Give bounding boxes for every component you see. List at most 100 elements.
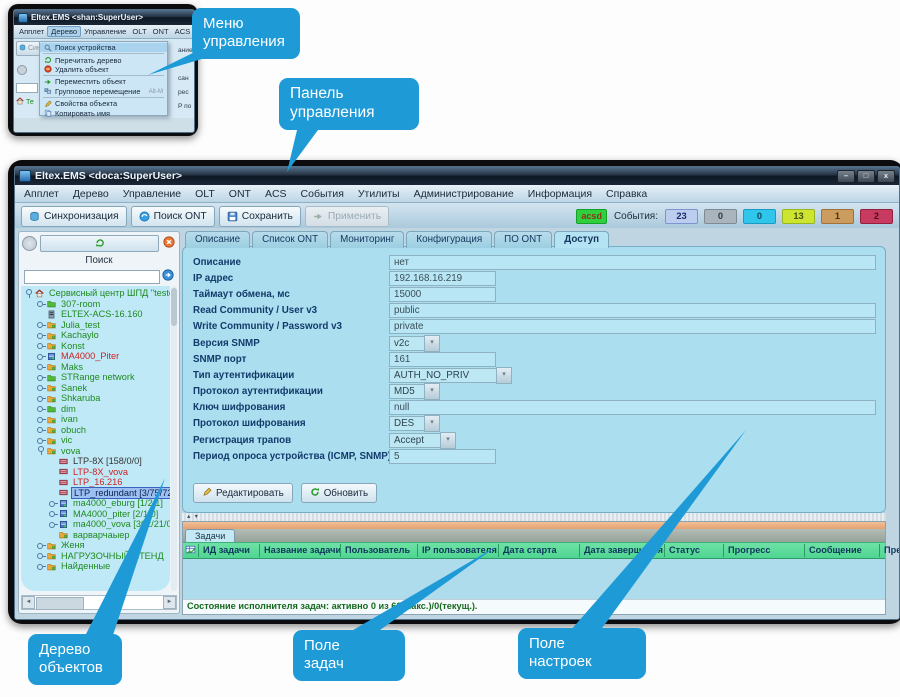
tree-item[interactable]: ELTEX-ACS-16.160: [21, 309, 170, 320]
main-menu-item[interactable]: OLT: [195, 187, 215, 200]
tree-item[interactable]: Женя: [21, 540, 170, 551]
settings-tab[interactable]: Описание: [185, 231, 251, 248]
mini-menu-item[interactable]: Апплет: [19, 27, 45, 36]
tree-expand-handle[interactable]: [36, 341, 46, 350]
tree-item[interactable]: ivan: [21, 414, 170, 425]
settings-tab[interactable]: ПО ONT: [494, 231, 553, 248]
dropdown-arrow-icon[interactable]: ▾: [424, 415, 440, 433]
scroll-left-icon[interactable]: ◄: [22, 596, 35, 609]
mini-menu-item[interactable]: ACS: [174, 27, 191, 36]
minimize-button[interactable]: –: [837, 169, 855, 183]
column-header[interactable]: Статус: [665, 544, 724, 557]
main-menu-item[interactable]: Справка: [606, 187, 648, 200]
tree-expand-handle[interactable]: [36, 446, 46, 456]
column-header[interactable]: Пользователь: [341, 544, 418, 557]
settings-tab[interactable]: Мониторинг: [330, 231, 405, 248]
ont-search-button[interactable]: Поиск ONT: [130, 205, 215, 227]
tree-expand-handle[interactable]: [36, 541, 46, 550]
tree-item[interactable]: ma4000_vova [362/21/0]: [21, 519, 170, 530]
event-count-badge[interactable]: 1: [821, 208, 854, 224]
search-input[interactable]: [24, 270, 160, 284]
main-menu-item[interactable]: Информация: [527, 187, 593, 200]
event-count-badge[interactable]: 13: [782, 208, 815, 224]
dropdown-arrow-icon[interactable]: ▾: [440, 431, 456, 449]
mini-menu-item[interactable]: ONT: [152, 27, 169, 36]
tree-item[interactable]: Shkaruba: [21, 393, 170, 404]
tree-expand-handle[interactable]: [36, 415, 46, 424]
tree-item[interactable]: dim: [21, 404, 170, 415]
menu-item-row[interactable]: Удалить объект: [40, 65, 167, 74]
tree-item[interactable]: obuch: [21, 425, 170, 436]
splitter-up-icon[interactable]: ▲: [186, 514, 192, 520]
refresh-button[interactable]: Обновить: [300, 483, 378, 503]
column-header[interactable]: ИД задачи: [199, 544, 260, 557]
mini-menu-item[interactable]: Управление: [84, 27, 127, 36]
column-header[interactable]: Сообщение: [805, 544, 880, 557]
text-field[interactable]: нет: [389, 254, 876, 270]
task-table-body[interactable]: [183, 559, 885, 599]
dropdown-arrow-icon[interactable]: ▾: [424, 334, 440, 352]
main-menu-item[interactable]: Управление: [122, 187, 182, 200]
tree-expand-handle[interactable]: [36, 562, 46, 571]
scroll-right-icon[interactable]: ►: [163, 596, 176, 609]
main-menu-item[interactable]: Утилиты: [357, 187, 400, 200]
mini-menu-item[interactable]: OLT: [132, 27, 147, 36]
tree-item[interactable]: Maks: [21, 362, 170, 373]
tree-item[interactable]: LTP-8X_vova: [21, 467, 170, 478]
tree-item[interactable]: LTP-8X [158/0/0]: [21, 456, 170, 467]
select-field[interactable]: v2c ▾: [389, 334, 440, 352]
tree-item[interactable]: Сервисный центр ШПД "tester2": [21, 288, 170, 299]
text-field[interactable]: 15000: [389, 286, 496, 302]
settings-tab[interactable]: Список ONT: [252, 231, 329, 248]
main-menu-item[interactable]: Апплет: [24, 187, 59, 200]
sync-button-fragment[interactable]: Синхронизация: [16, 41, 44, 56]
menu-item-row[interactable]: Копировать имя: [40, 108, 167, 118]
edit-button[interactable]: Редактировать: [193, 483, 293, 503]
select-field[interactable]: AUTH_NO_PRIV ▾: [389, 366, 512, 384]
column-header[interactable]: IP пользователя: [418, 544, 499, 557]
panel-splitter[interactable]: ▲ ▼: [182, 513, 886, 521]
tree-expand-handle[interactable]: [36, 352, 46, 361]
select-field[interactable]: Accept ▾: [389, 431, 456, 449]
tree-item[interactable]: ma4000_eburg [1/2/1]: [21, 498, 170, 509]
tree-item[interactable]: MA4000_Piter: [21, 351, 170, 362]
tree-item[interactable]: Konst: [21, 341, 170, 352]
tree-expand-handle[interactable]: [48, 520, 58, 529]
tree-expand-handle[interactable]: [36, 425, 46, 434]
column-header[interactable]: Название задачи: [260, 544, 341, 557]
collapse-tree-button[interactable]: [22, 236, 37, 251]
tree-item[interactable]: 307-room: [21, 299, 170, 310]
tree-expand-handle[interactable]: [36, 394, 46, 403]
mini-menu-item[interactable]: Дерево: [47, 26, 82, 37]
select-field[interactable]: MD5 ▾: [389, 383, 440, 401]
event-count-badge[interactable]: 2: [860, 208, 893, 224]
tree-item[interactable]: vova: [21, 446, 170, 457]
sync-button[interactable]: Синхронизация: [21, 205, 127, 227]
text-field[interactable]: private: [389, 319, 876, 335]
column-header[interactable]: Дата завершения: [580, 544, 665, 557]
tree-expand-handle[interactable]: [36, 299, 46, 308]
save-button[interactable]: Сохранить: [218, 205, 301, 227]
tree-expand-handle[interactable]: [36, 383, 46, 392]
clear-search-button[interactable]: [162, 235, 176, 251]
menu-item-row[interactable]: Поиск устройства: [40, 43, 167, 53]
tree-item[interactable]: Sanek: [21, 383, 170, 394]
tree-expand-handle[interactable]: [36, 404, 46, 413]
main-menu-item[interactable]: ACS: [264, 187, 287, 200]
menu-item-row[interactable]: Свойства объекта: [40, 99, 167, 108]
column-header[interactable]: Дата старта: [499, 544, 580, 557]
tree-item[interactable]: Kachaylo: [21, 330, 170, 341]
main-menu-item[interactable]: Администрирование: [413, 187, 514, 200]
tree-item[interactable]: STRange network: [21, 372, 170, 383]
menu-item-row[interactable]: Групповое перемещение Alt-M: [40, 87, 167, 96]
tree-expand-handle[interactable]: [48, 509, 58, 518]
event-count-badge[interactable]: 23: [665, 208, 698, 224]
tree-expand-handle[interactable]: [36, 331, 46, 340]
text-field[interactable]: public: [389, 303, 876, 319]
event-count-badge[interactable]: 0: [743, 208, 776, 224]
maximize-button[interactable]: □: [857, 169, 875, 183]
settings-tab[interactable]: Доступ: [554, 231, 610, 248]
menu-item-row[interactable]: Перечитать дерево: [40, 55, 167, 65]
scrollbar-thumb[interactable]: [36, 597, 84, 610]
text-field[interactable]: 192.168.16.219: [389, 270, 496, 286]
